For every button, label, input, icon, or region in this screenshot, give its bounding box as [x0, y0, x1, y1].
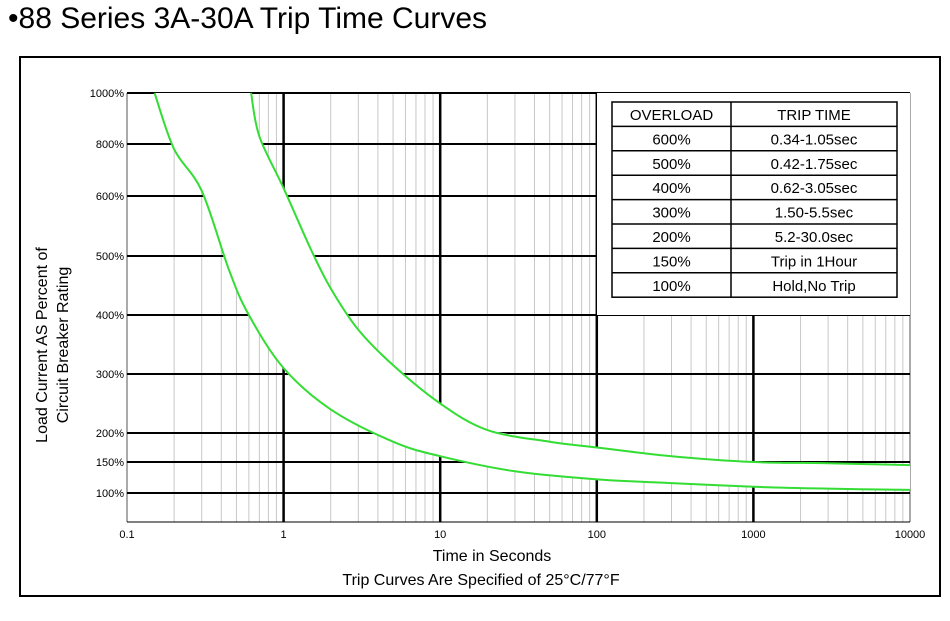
table-cell-overload: 150%	[652, 253, 690, 270]
x-tick-label: 10000	[895, 529, 926, 541]
x-axis-sublabel: Trip Curves Are Specified of 25°C/77°F	[342, 572, 619, 589]
table-cell-overload: 500%	[652, 156, 690, 173]
table-cell-overload: 400%	[652, 180, 690, 197]
x-tick-label: 1	[281, 529, 287, 541]
trip-time-table: OVERLOAD TRIP TIME 600% 0.34-1.05sec 500% 0.4…	[597, 93, 910, 315]
table-background	[597, 93, 910, 315]
table-header-trip-time: TRIP TIME	[777, 107, 851, 124]
table-cell-overload: 600%	[652, 131, 690, 148]
table-cell-overload: 200%	[652, 229, 690, 246]
table-cell-trip-time: Hold,No Trip	[772, 278, 855, 295]
min-trip-curve	[153, 92, 911, 491]
x-tick-label: 10	[434, 529, 446, 541]
table-cell-overload: 300%	[652, 205, 690, 222]
y-axis-sublabel: Circuit Breaker Rating	[55, 267, 72, 424]
x-tick-label: 1000	[741, 529, 765, 541]
table-cell-trip-time: 0.62-3.05sec	[771, 180, 858, 197]
max-trip-curve	[250, 92, 911, 467]
y-tick-label: 300%	[96, 369, 124, 381]
page-title: •88 Series 3A-30A Trip Time Curves	[8, 2, 488, 35]
x-axis-label: Time in Seconds	[433, 548, 552, 565]
table-cell-trip-time: Trip in 1Hour	[771, 253, 857, 270]
trip-band-fill	[154, 93, 910, 490]
table-cell-trip-time: 5.2-30.0sec	[775, 229, 854, 246]
curves	[153, 92, 911, 491]
y-tick-label: 400%	[96, 310, 124, 322]
y-tick-label: 1000%	[90, 88, 124, 100]
table-cell-trip-time: 0.34-1.05sec	[771, 131, 858, 148]
table-header-overload: OVERLOAD	[630, 107, 714, 124]
table-cell-trip-time: 0.42-1.75sec	[771, 156, 858, 173]
x-tick-labels: 0.1 1 10 100 1000 10000	[119, 529, 925, 541]
x-tick-label: 100	[588, 529, 606, 541]
y-tick-labels: 100% 150% 200% 300% 400% 500% 600% 800% 1000%	[90, 88, 124, 500]
y-tick-label: 800%	[96, 139, 124, 151]
y-axis-label: Load Current AS Percent of	[34, 247, 51, 443]
x-tick-label: 0.1	[119, 529, 134, 541]
y-tick-label: 500%	[96, 251, 124, 263]
y-tick-label: 100%	[96, 488, 124, 500]
table-cell-overload: 100%	[652, 278, 690, 295]
y-tick-label: 150%	[96, 457, 124, 469]
y-tick-label: 200%	[96, 428, 124, 440]
table-cell-trip-time: 1.50-5.5sec	[775, 205, 854, 222]
y-tick-label: 600%	[96, 191, 124, 203]
chart-frame	[19, 56, 941, 597]
curve-band	[154, 93, 910, 490]
